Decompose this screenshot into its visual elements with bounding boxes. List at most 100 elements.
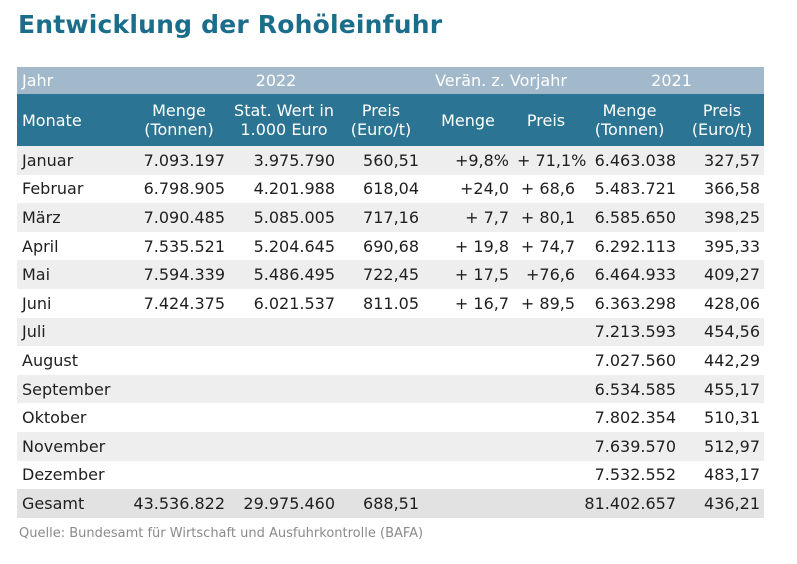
cell-preis-2022 <box>339 460 424 490</box>
table-row: April 7.535.521 5.204.645 690,68 + 19,8 + 74,… <box>17 231 765 261</box>
cell-menge-change <box>423 489 514 518</box>
cell-preis-2021: 436,21 <box>680 489 765 518</box>
cell-month: Januar <box>17 146 129 175</box>
cell-preis-2022: 560,51 <box>339 146 424 175</box>
table-row: Juni 7.424.375 6.021.537 811.05 + 16,7 + 89,5… <box>17 288 765 318</box>
cell-wert-2022 <box>229 346 339 375</box>
cell-menge-2022: 7.535.521 <box>129 231 229 261</box>
header-jahr: Jahr <box>17 67 129 94</box>
cell-menge-2022 <box>129 374 229 404</box>
cell-preis-2021: 455,17 <box>680 374 765 404</box>
cell-menge-2022 <box>129 431 229 461</box>
cell-month: August <box>17 346 129 375</box>
cell-month: November <box>17 431 129 461</box>
table-row: Oktober 7.802.354 510,31 <box>17 403 765 432</box>
cell-preis-change: + 68,6 <box>513 174 580 204</box>
cell-menge-2021: 7.802.354 <box>579 403 681 432</box>
cell-menge-change <box>423 317 514 347</box>
cell-month: Mai <box>17 260 129 289</box>
cell-menge-2021: 6.363.298 <box>579 288 681 318</box>
cell-preis-2022: 717,16 <box>339 203 424 232</box>
cell-preis-change <box>513 460 580 490</box>
cell-menge-2021: 81.402.657 <box>579 489 681 518</box>
cell-menge-change: + 19,8 <box>423 231 514 261</box>
header-year-2022: 2022 <box>129 67 424 94</box>
cell-menge-change <box>423 403 514 432</box>
cell-menge-2021: 6.464.933 <box>579 260 681 289</box>
cell-month: Juli <box>17 317 129 347</box>
cell-wert-2022: 5.085.005 <box>229 203 339 232</box>
table-row: November 7.639.570 512,97 <box>17 431 765 461</box>
cell-menge-change: + 17,5 <box>423 260 514 289</box>
cell-menge-2022: 7.424.375 <box>129 288 229 318</box>
cell-wert-2022: 4.201.988 <box>229 174 339 204</box>
cell-month: April <box>17 231 129 261</box>
header-menge-2022: Menge (Tonnen) <box>129 94 229 146</box>
header-row-years: Jahr 2022 Verän. z. Vorjahr 2021 <box>17 67 765 94</box>
header-preis-2021: Preis (Euro/t) <box>680 94 765 146</box>
cell-wert-2022 <box>229 317 339 347</box>
header-monate: Monate <box>17 94 129 146</box>
cell-preis-change <box>513 346 580 375</box>
cell-wert-2022: 6.021.537 <box>229 288 339 318</box>
table-body: Januar 7.093.197 3.975.790 560,51 +9,8% + 71,… <box>17 146 765 518</box>
cell-preis-change <box>513 374 580 404</box>
cell-wert-2022: 5.486.495 <box>229 260 339 289</box>
cell-preis-2021: 327,57 <box>680 146 765 175</box>
table-row: August 7.027.560 442,29 <box>17 346 765 375</box>
table-row: Januar 7.093.197 3.975.790 560,51 +9,8% + 71,… <box>17 146 765 175</box>
cell-preis-2022: 618,04 <box>339 174 424 204</box>
table-row: Dezember 7.532.552 483,17 <box>17 460 765 490</box>
cell-preis-change: + 71,1% <box>513 146 586 175</box>
cell-menge-2022: 6.798.905 <box>129 174 229 204</box>
header-preis-change: Preis <box>513 94 580 146</box>
cell-preis-2022 <box>339 317 424 347</box>
cell-wert-2022 <box>229 374 339 404</box>
header-menge-change: Menge <box>423 94 514 146</box>
cell-menge-2021: 6.585.650 <box>579 203 681 232</box>
cell-menge-change: +9,8% <box>423 146 514 175</box>
cell-preis-2021: 395,33 <box>680 231 765 261</box>
cell-wert-2022 <box>229 431 339 461</box>
cell-menge-change: +24,0 <box>423 174 514 204</box>
header-row-columns: Monate Menge (Tonnen) Stat. Wert in 1.00… <box>17 94 765 146</box>
header-change: Verän. z. Vorjahr <box>423 67 580 94</box>
cell-menge-change: + 7,7 <box>423 203 514 232</box>
table-row: Juli 7.213.593 454,56 <box>17 317 765 347</box>
cell-preis-2021: 398,25 <box>680 203 765 232</box>
header-wert-2022: Stat. Wert in 1.000 Euro <box>229 94 339 146</box>
page-title: Entwicklung der Rohöleinfuhr <box>18 10 443 39</box>
cell-month: Dezember <box>17 460 129 490</box>
cell-menge-2022 <box>129 460 229 490</box>
cell-preis-change <box>513 317 580 347</box>
cell-preis-2022: 811.05 <box>339 288 424 318</box>
cell-month: Juni <box>17 288 129 318</box>
cell-menge-2021: 6.534.585 <box>579 374 681 404</box>
cell-preis-2021: 442,29 <box>680 346 765 375</box>
crude-oil-import-table: Jahr 2022 Verän. z. Vorjahr 2021 Monate … <box>17 67 765 518</box>
source-note: Quelle: Bundesamt für Wirtschaft und Aus… <box>19 526 424 541</box>
cell-preis-2022 <box>339 346 424 375</box>
cell-month: Oktober <box>17 403 129 432</box>
table-row: Mai 7.594.339 5.486.495 722,45 + 17,5 +76,6 6.… <box>17 260 765 289</box>
cell-preis-2022 <box>339 374 424 404</box>
cell-menge-2021: 6.292.113 <box>579 231 681 261</box>
cell-preis-change <box>513 489 580 518</box>
cell-wert-2022 <box>229 403 339 432</box>
header-menge-2021: Menge (Tonnen) <box>579 94 681 146</box>
total-row: Gesamt 43.536.822 29.975.460 688,51 81.402.6… <box>17 489 765 518</box>
cell-menge-2021: 7.213.593 <box>579 317 681 347</box>
cell-preis-change: + 74,7 <box>513 231 580 261</box>
cell-preis-2022 <box>339 403 424 432</box>
cell-menge-2021: 5.483.721 <box>579 174 681 204</box>
cell-preis-2021: 428,06 <box>680 288 765 318</box>
cell-menge-2022: 7.093.197 <box>129 146 229 175</box>
table-row: Februar 6.798.905 4.201.988 618,04 +24,0 + 68… <box>17 174 765 204</box>
cell-preis-2021: 483,17 <box>680 460 765 490</box>
cell-preis-change: + 80,1 <box>513 203 580 232</box>
cell-menge-change: + 16,7 <box>423 288 514 318</box>
cell-menge-change <box>423 460 514 490</box>
cell-menge-2022 <box>129 317 229 347</box>
cell-month: März <box>17 203 129 232</box>
cell-menge-2021: 7.027.560 <box>579 346 681 375</box>
